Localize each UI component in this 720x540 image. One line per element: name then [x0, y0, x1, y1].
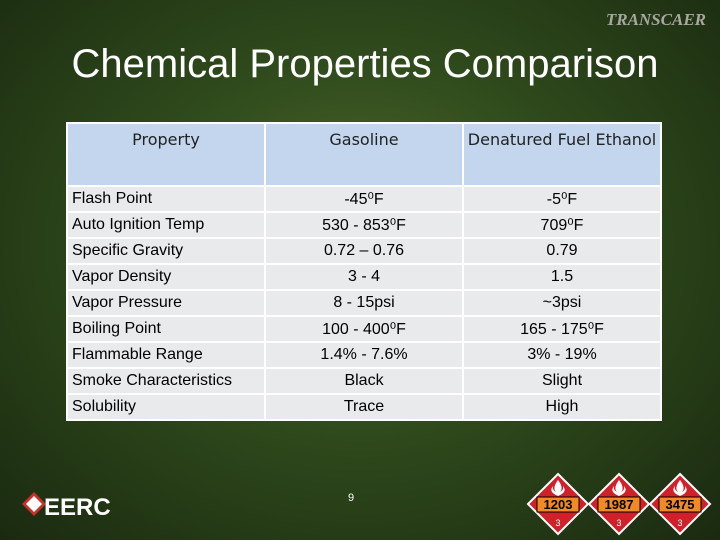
- placard-number-box: [658, 496, 702, 513]
- table-row: Specific Gravity 0.72 – 0.76 0.79: [66, 237, 662, 265]
- table-cell: Flash Point: [66, 185, 266, 213]
- placard-number-box: [536, 496, 580, 513]
- table-row: Boiling Point 100 - 400⁰F 165 - 175⁰F: [66, 315, 662, 343]
- page-number: 9: [348, 492, 355, 504]
- placard-class: 3: [677, 518, 682, 528]
- table-cell: 8 - 15psi: [264, 289, 464, 317]
- table-cell: 1.4% - 7.6%: [264, 341, 464, 369]
- column-header: Property: [66, 122, 266, 187]
- table-cell: 3% - 19%: [462, 341, 662, 369]
- org-logo: EERC: [44, 494, 111, 521]
- table-row: Flash Point -45⁰F -5⁰F: [66, 185, 662, 213]
- table-cell: 100 - 400⁰F: [264, 315, 464, 343]
- flame-icon: [612, 480, 626, 496]
- table-cell: ~3psi: [462, 289, 662, 317]
- table-cell: -45⁰F: [264, 185, 464, 213]
- flame-icon: [551, 480, 565, 496]
- placard-number: 1203: [544, 497, 573, 512]
- table-cell: Auto Ignition Temp: [66, 211, 266, 239]
- table-cell: 1.5: [462, 263, 662, 291]
- table-row: Smoke Characteristics Black Slight: [66, 367, 662, 395]
- table-cell: 709⁰F: [462, 211, 662, 239]
- placard: 1987 3: [587, 472, 651, 536]
- title: Chemical Properties Comparison: [71, 42, 659, 86]
- table-cell: High: [462, 393, 662, 421]
- table-row: Vapor Density 3 - 4 1.5: [66, 263, 662, 291]
- table-cell: Vapor Density: [66, 263, 266, 291]
- table-cell: 530 - 853⁰F: [264, 211, 464, 239]
- table-cell: Vapor Pressure: [66, 289, 266, 317]
- placard-number: 1987: [605, 497, 634, 512]
- table-cell: Boiling Point: [66, 315, 266, 343]
- table-cell: 0.79: [462, 237, 662, 265]
- column-header: Denatured Fuel Ethanol: [462, 122, 662, 187]
- placard: 3475 3: [648, 472, 712, 536]
- table-cell: Slight: [462, 367, 662, 395]
- table-row: Solubility Trace High: [66, 393, 662, 421]
- eerc-icon: [22, 492, 46, 516]
- table-row: Flammable Range 1.4% - 7.6% 3% - 19%: [66, 341, 662, 369]
- table-cell: Black: [264, 367, 464, 395]
- table-cell: -5⁰F: [462, 185, 662, 213]
- table-cell: Specific Gravity: [66, 237, 266, 265]
- table-cell: 0.72 – 0.76: [264, 237, 464, 265]
- table-cell: Flammable Range: [66, 341, 266, 369]
- column-header: Gasoline: [264, 122, 464, 187]
- table-cell: Solubility: [66, 393, 266, 421]
- table-row: Auto Ignition Temp 530 - 853⁰F 709⁰F: [66, 211, 662, 239]
- placard-class: 3: [616, 518, 621, 528]
- flame-icon: [673, 480, 687, 496]
- table-cell: 165 - 175⁰F: [462, 315, 662, 343]
- table-cell: Smoke Characteristics: [66, 367, 266, 395]
- table-cell: Trace: [264, 393, 464, 421]
- table-row: Vapor Pressure 8 - 15psi ~3psi: [66, 289, 662, 317]
- logo: TRANSCAER: [605, 10, 706, 29]
- table-cell: 3 - 4: [264, 263, 464, 291]
- table: Property Gasoline Denatured Fuel Ethanol Fl…: [66, 122, 662, 421]
- placard-number: 3475: [666, 497, 695, 512]
- placard: 1203 3: [526, 472, 590, 536]
- placard-class: 3: [555, 518, 560, 528]
- placard-number-box: [597, 496, 641, 513]
